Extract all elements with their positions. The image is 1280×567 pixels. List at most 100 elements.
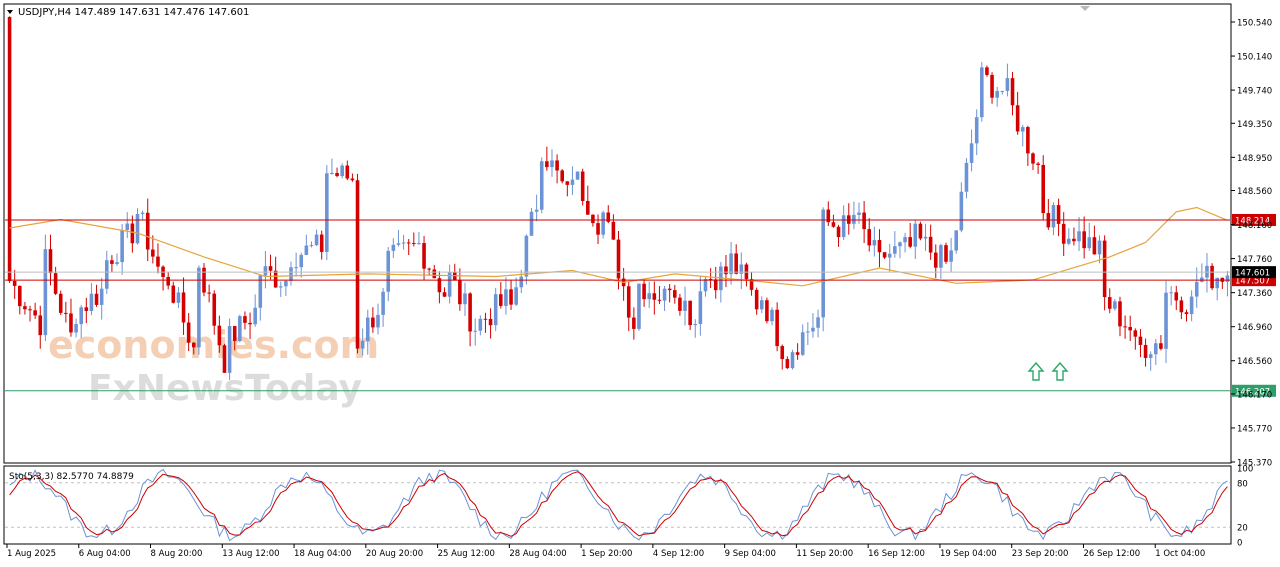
candle-body xyxy=(1184,312,1189,315)
candle-body xyxy=(872,240,877,246)
candle-body xyxy=(616,239,621,279)
price-tick-label: 149.740 xyxy=(1237,87,1272,97)
candle-body xyxy=(371,317,375,328)
price-pane-frame xyxy=(3,3,1232,464)
candle-body xyxy=(887,253,892,258)
candle-body xyxy=(79,307,83,325)
candle-body xyxy=(1118,301,1122,327)
candle-body xyxy=(232,326,237,341)
symbol-dropdown-icon[interactable] xyxy=(7,10,13,14)
candle-body xyxy=(632,317,636,329)
candle-body xyxy=(217,325,222,346)
candle-body xyxy=(417,243,421,245)
candle-body xyxy=(596,223,600,235)
candle-body xyxy=(759,300,764,310)
candle-body xyxy=(1123,326,1127,328)
candle-body xyxy=(1077,231,1081,242)
current-price-tag-label: 147.601 xyxy=(1235,269,1270,279)
candle-body xyxy=(1215,277,1219,289)
candle-body xyxy=(1005,78,1010,91)
candle-body xyxy=(933,252,938,268)
time-tick-label: 26 Sep 12:00 xyxy=(1083,549,1140,559)
price-axis: 150.540 150.140 149.740 149.350 148.950 148.5… xyxy=(1231,19,1272,469)
candle-body xyxy=(734,253,738,274)
candle-body xyxy=(319,234,324,252)
candle-body xyxy=(724,266,728,275)
candle-body xyxy=(964,162,969,192)
candle-body xyxy=(99,288,104,305)
current-price-tag-box xyxy=(1232,266,1276,279)
candle-body xyxy=(1051,205,1056,228)
candle-body xyxy=(304,245,309,255)
candle-body xyxy=(253,307,257,325)
candle-body xyxy=(913,223,918,247)
candle-body xyxy=(893,246,897,254)
candle-body xyxy=(662,288,667,301)
candle-body xyxy=(524,235,529,277)
candle-body xyxy=(120,230,124,263)
candle-body xyxy=(58,293,63,313)
candle-body xyxy=(1041,164,1046,214)
candle-body xyxy=(335,172,339,177)
stochastic-label: Sto(5,3,3) 82.5770 74.8879 xyxy=(9,472,134,482)
candle-body xyxy=(1092,237,1097,255)
candle-body xyxy=(23,306,27,310)
candle-body xyxy=(990,74,994,98)
price-tick-label: 148.560 xyxy=(1237,187,1272,197)
candle-body xyxy=(365,317,370,341)
candle-body xyxy=(222,345,227,373)
candle-body xyxy=(1164,292,1168,349)
candle-body xyxy=(273,270,278,288)
candle-body xyxy=(800,332,805,355)
candle-body xyxy=(238,316,242,341)
candle-body xyxy=(166,276,170,286)
candle-body xyxy=(959,191,964,231)
candle-body xyxy=(1148,354,1153,358)
candle-body xyxy=(268,266,273,271)
candle-body xyxy=(69,313,73,333)
candle-body xyxy=(1015,105,1020,132)
price-tick-label: 146.560 xyxy=(1237,357,1272,367)
candle-body xyxy=(1113,301,1117,309)
candle-body xyxy=(657,299,662,301)
time-tick-label: 13 Aug 12:00 xyxy=(222,549,279,559)
candle-body xyxy=(780,346,785,360)
candle-body xyxy=(754,289,759,310)
chart-shift-marker-icon[interactable] xyxy=(1080,6,1090,11)
candle-body xyxy=(1107,297,1112,309)
candle-body xyxy=(514,287,518,305)
candle-body xyxy=(1031,153,1035,164)
candle-body xyxy=(125,223,130,231)
candle-body xyxy=(545,161,549,168)
candle-body xyxy=(89,293,94,311)
candle-body xyxy=(816,317,820,328)
candle-body xyxy=(575,171,580,180)
candle-body xyxy=(458,280,462,305)
candle-body xyxy=(586,200,590,215)
candle-body xyxy=(278,286,283,288)
candle-body xyxy=(94,293,99,305)
candle-body xyxy=(391,244,396,251)
candle-body xyxy=(611,221,616,240)
time-tick-label: 20 Aug 20:00 xyxy=(366,549,423,559)
time-tick-label: 11 Sep 20:00 xyxy=(796,549,853,559)
time-tick-label: 23 Sep 20:00 xyxy=(1012,549,1069,559)
candle-body xyxy=(345,165,350,179)
candle-body xyxy=(995,91,999,98)
candle-body xyxy=(509,289,513,305)
candle-body xyxy=(1194,281,1199,297)
candle-body xyxy=(944,245,948,262)
time-axis: 1 Aug 2025 6 Aug 04:00 8 Aug 20:00 13 Aug 1… xyxy=(6,544,1205,559)
candle-body xyxy=(396,243,401,245)
candle-body xyxy=(795,352,800,355)
candle-body xyxy=(862,212,866,230)
candle-body xyxy=(785,359,790,369)
candle-body xyxy=(38,315,43,336)
candle-body xyxy=(918,223,923,239)
candle-body xyxy=(688,300,692,326)
candle-body xyxy=(493,294,498,326)
price-tick-label: 147.760 xyxy=(1237,255,1272,265)
candle-body xyxy=(427,268,431,270)
candle-body xyxy=(406,242,411,244)
